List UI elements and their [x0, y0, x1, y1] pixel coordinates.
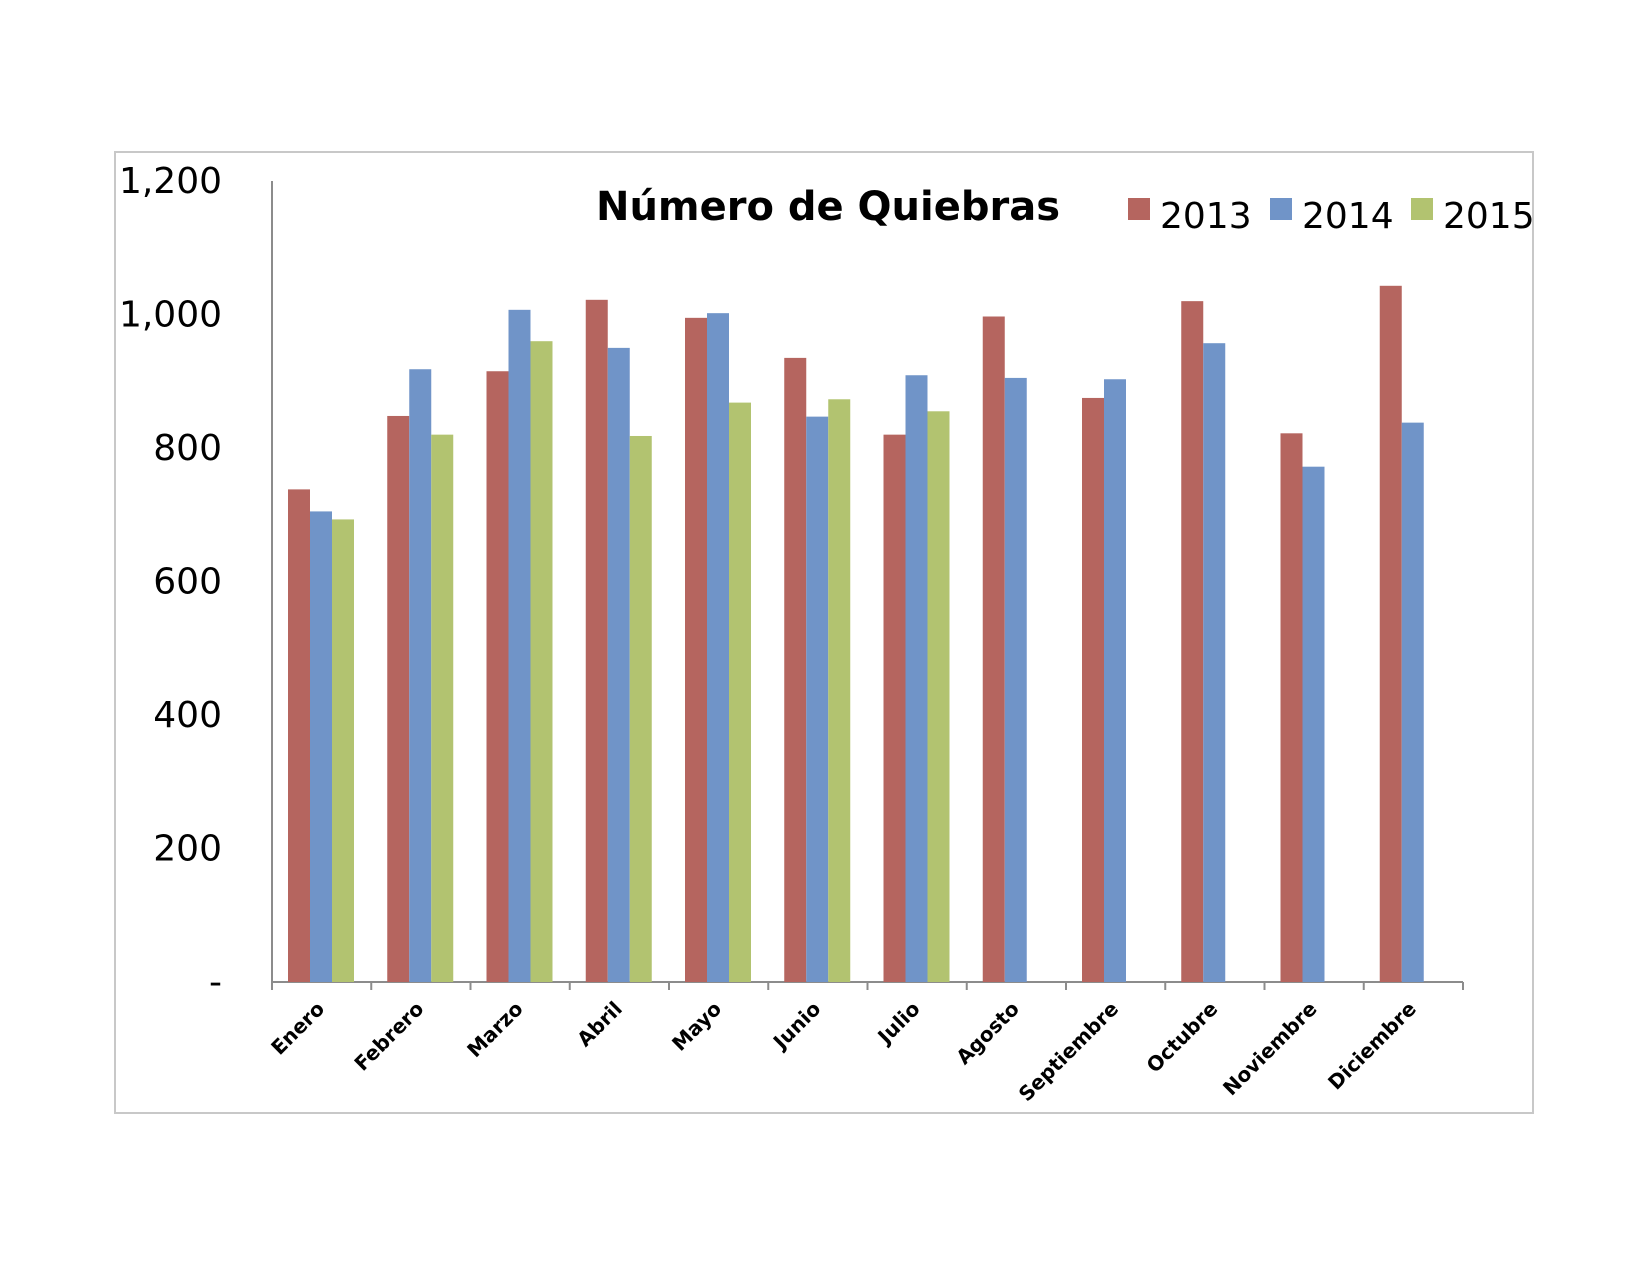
legend-swatch-2015	[1411, 198, 1433, 220]
bar-2013-agosto	[982, 316, 1005, 982]
bar-2015-julio	[927, 411, 950, 983]
x-tick-label: Agosto	[951, 997, 1024, 1070]
x-tick-label: Marzo	[462, 997, 528, 1063]
bar-2015-marzo	[530, 341, 553, 982]
x-tick-label: Febrero	[349, 997, 428, 1076]
bar-2013-marzo	[486, 371, 509, 982]
bar-2014-septiembre	[1104, 379, 1126, 982]
bar-2015-mayo	[729, 402, 751, 982]
bar-2013-noviembre	[1280, 433, 1303, 982]
bar-2014-febrero	[409, 369, 432, 982]
bar-2015-junio	[828, 399, 851, 983]
bar-2013-diciembre	[1379, 285, 1402, 982]
bar-2013-junio	[784, 357, 807, 982]
bar-2013-septiembre	[1082, 397, 1104, 982]
bar-2013-abril	[585, 299, 608, 982]
y-tick-label: 600	[153, 562, 222, 603]
x-tick-label: Mayo	[667, 997, 726, 1056]
bars	[288, 285, 1424, 983]
x-tick-label: Junio	[767, 997, 825, 1055]
x-tick-label: Julio	[872, 997, 925, 1050]
legend: 2013 2014 2015	[1128, 196, 1535, 237]
y-tick-label: 400	[153, 695, 222, 736]
legend-swatch-2014	[1270, 198, 1292, 220]
x-tick-label: Septiembre	[1014, 997, 1124, 1107]
y-tick-label: 1,200	[119, 161, 222, 202]
x-axis: Enero Febrero Marzo Abril Mayo Junio Julio Agos…	[266, 981, 1464, 1107]
legend-label-2015: 2015	[1443, 196, 1535, 237]
bar-2015-febrero	[431, 434, 454, 982]
y-axis: - 200 400 600 800 1,000 1,200	[119, 161, 273, 1003]
bar-2014-marzo	[508, 309, 531, 982]
bar-2013-julio	[883, 434, 906, 982]
bar-2015-abril	[629, 435, 652, 982]
y-tick-label: 200	[153, 829, 222, 870]
bar-2014-enero	[310, 511, 332, 982]
y-tick-label: 1,000	[119, 295, 222, 336]
bar-2013-octubre	[1181, 301, 1204, 982]
x-tick-label: Enero	[266, 997, 329, 1060]
y-tick-label: 800	[153, 428, 222, 469]
bar-2013-enero	[288, 489, 310, 982]
bar-2014-agosto	[1004, 377, 1027, 983]
bar-2013-mayo	[685, 317, 707, 982]
legend-label-2014: 2014	[1302, 196, 1394, 237]
legend-swatch-2013	[1128, 198, 1150, 220]
bar-2014-noviembre	[1302, 466, 1325, 982]
bar-2014-octubre	[1203, 343, 1226, 982]
bar-2015-enero	[332, 519, 354, 982]
x-tick-label: Abril	[572, 997, 627, 1052]
x-tick-label: Diciembre	[1323, 997, 1421, 1095]
chart-title: Número de Quiebras	[596, 184, 1060, 230]
bar-2014-diciembre	[1401, 422, 1424, 982]
bar-2014-abril	[607, 347, 630, 982]
x-tick-label: Octubre	[1142, 997, 1223, 1078]
y-tick-label: -	[209, 962, 222, 1003]
bar-2014-mayo	[707, 313, 729, 982]
bar-2014-julio	[905, 375, 928, 982]
bar-2014-junio	[806, 416, 829, 982]
legend-label-2013: 2013	[1160, 196, 1252, 237]
bar-2013-febrero	[387, 415, 410, 983]
x-tick-label: Noviembre	[1218, 997, 1322, 1101]
